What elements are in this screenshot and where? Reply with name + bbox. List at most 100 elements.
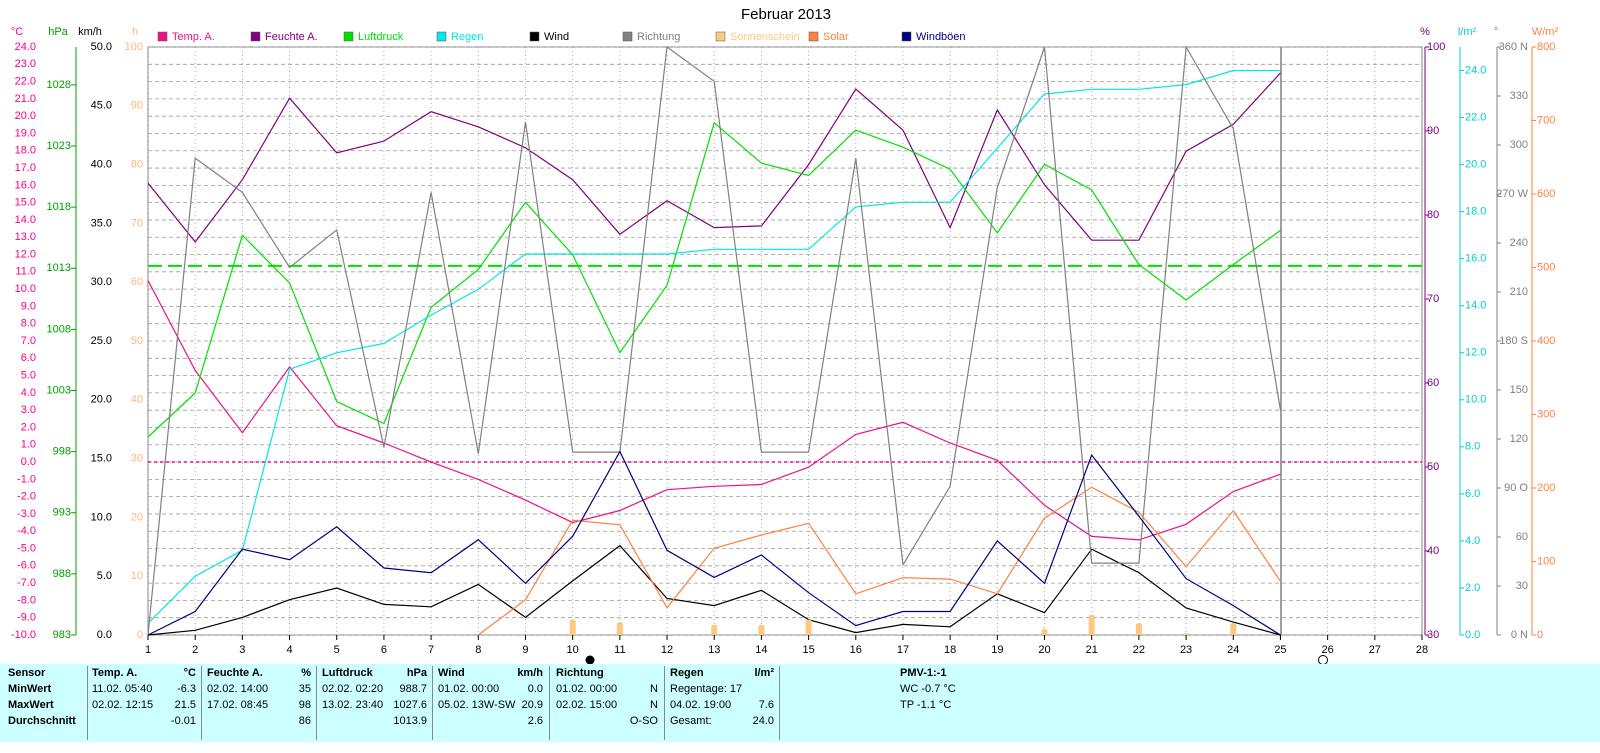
y-tick-label: 240 xyxy=(1510,237,1528,249)
column-header: PMV-1:-1 xyxy=(900,667,947,679)
y-tick-label: 16.0 xyxy=(15,179,36,191)
y-tick-label: 18.0 xyxy=(15,145,36,157)
y-tick-label: 24.0 xyxy=(1465,64,1486,76)
y-tick-label: 30 xyxy=(131,453,143,465)
y-tick-label: 800 xyxy=(1537,41,1555,53)
y-tick-label: 50 xyxy=(131,335,143,347)
column-unit: °C xyxy=(183,667,196,679)
y-tick-label: 700 xyxy=(1537,114,1555,126)
y-tick-label: 10.0 xyxy=(1465,394,1486,406)
y-tick-label: 35.0 xyxy=(91,217,112,229)
column-unit: l/m² xyxy=(754,667,774,679)
table-cell: 98 xyxy=(298,699,311,711)
y-tick-label: 150 xyxy=(1510,384,1528,396)
y-tick-label: 0 xyxy=(137,629,143,641)
y-tick-label: 5.0 xyxy=(21,369,36,381)
y-tick-label: 1023 xyxy=(47,140,71,152)
x-tick-label: 20 xyxy=(1038,644,1050,656)
full-moon-icon xyxy=(585,655,595,664)
y-tick-label: 18.0 xyxy=(1465,206,1486,218)
table-cell: O-SO xyxy=(629,715,658,727)
x-tick-label: 24 xyxy=(1227,644,1239,656)
table-cell: 05.02. 13W-SW xyxy=(438,699,516,711)
y-tick-label: 50 xyxy=(1427,461,1439,473)
chart: Februar 2013 °C -10.0 -9.0 -8.0 -7.0 -6.0 -5.0… xyxy=(11,6,1558,664)
column-header: Wind xyxy=(438,667,465,679)
y-tick-label: 12.0 xyxy=(1465,347,1486,359)
table-cell: 0.0 xyxy=(527,683,543,695)
table-cell: 24.0 xyxy=(752,715,774,727)
table-cell: 02.02. 15:00 xyxy=(556,699,618,711)
y-tick-label: 90 O xyxy=(1504,482,1528,494)
x-tick-label: 7 xyxy=(428,644,434,656)
bar xyxy=(616,622,623,635)
series-line xyxy=(147,280,1281,541)
y-tick-label: 600 xyxy=(1537,188,1555,200)
legend-label: Temp. A. xyxy=(172,31,215,43)
column-unit: km/h xyxy=(517,667,543,679)
y-tick-label: 60 xyxy=(1427,377,1439,389)
table-cell: 2.6 xyxy=(527,715,543,727)
y-tick-label: 100 xyxy=(1537,555,1555,567)
y-tick-label: 60 xyxy=(1516,531,1528,543)
y-tick-label: 15.0 xyxy=(15,197,36,209)
bar xyxy=(711,625,718,635)
y-tick-label: 16.0 xyxy=(1465,253,1486,265)
y-tick-label: 993 xyxy=(53,507,71,519)
axis-unit: km/h xyxy=(78,26,102,38)
y-tick-label: 100 xyxy=(125,41,143,53)
y-tick-label: 3.0 xyxy=(21,404,36,416)
table-cell: N xyxy=(650,699,658,711)
y-tick-label: -8.0 xyxy=(17,594,36,606)
y-tick-label: 2.0 xyxy=(1465,582,1480,594)
y-tick-label: 20.0 xyxy=(15,110,36,122)
bar xyxy=(1088,615,1095,635)
legend-label: Regen xyxy=(451,31,483,43)
y-tick-label: -5.0 xyxy=(17,542,36,554)
y-tick-label: 20 xyxy=(131,511,143,523)
legend-swatch xyxy=(715,31,726,42)
y-tick-label: 80 xyxy=(131,159,143,171)
y-tick-label: 23.0 xyxy=(15,58,36,70)
table-cell: 1027.6 xyxy=(393,699,427,711)
x-tick-label: 9 xyxy=(522,644,528,656)
legend-swatch xyxy=(250,31,261,42)
y-tick-label: 100 xyxy=(1427,41,1445,53)
series-line xyxy=(147,69,1281,624)
axis-unit: % xyxy=(1420,26,1430,38)
column-separator xyxy=(432,666,433,740)
column-header: Temp. A. xyxy=(92,667,138,679)
table-cell: N xyxy=(650,683,658,695)
y-tick-label: 360 N xyxy=(1499,41,1528,53)
axis-unit: hPa xyxy=(48,26,68,38)
table-cell: 20.9 xyxy=(521,699,543,711)
y-tick-label: 5.0 xyxy=(97,570,112,582)
x-tick-label: 6 xyxy=(381,644,387,656)
y-tick-label: 0.0 xyxy=(97,629,112,641)
x-tick-label: 8 xyxy=(475,644,481,656)
legend-swatch xyxy=(808,31,819,42)
y-tick-label: 20.0 xyxy=(91,394,112,406)
table-cell: Regentage: 17 xyxy=(670,683,743,695)
legend-swatch xyxy=(157,31,168,42)
legend-label: Solar xyxy=(823,31,849,43)
y-tick-label: -2.0 xyxy=(17,491,36,503)
y-tick-label: 1028 xyxy=(47,79,71,91)
y-tick-label: 1008 xyxy=(47,323,71,335)
table-cell: TP -1.1 °C xyxy=(900,699,952,711)
y-tick-label: 90 xyxy=(131,100,143,112)
legend-swatch xyxy=(529,31,540,42)
x-tick-label: 12 xyxy=(661,644,673,656)
table-cell: 988.7 xyxy=(399,683,427,695)
y-tick-label: 14.0 xyxy=(1465,300,1486,312)
table-cell: 02.02. 14:00 xyxy=(207,683,269,695)
legend-label: Luftdruck xyxy=(358,31,404,43)
y-tick-label: 210 xyxy=(1510,286,1528,298)
x-tick-label: 22 xyxy=(1133,644,1145,656)
y-tick-label: 14.0 xyxy=(15,214,36,226)
x-tick-label: 1 xyxy=(145,644,151,656)
series-line xyxy=(147,121,1281,438)
y-tick-label: 25.0 xyxy=(91,335,112,347)
y-tick-label: 80 xyxy=(1427,209,1439,221)
